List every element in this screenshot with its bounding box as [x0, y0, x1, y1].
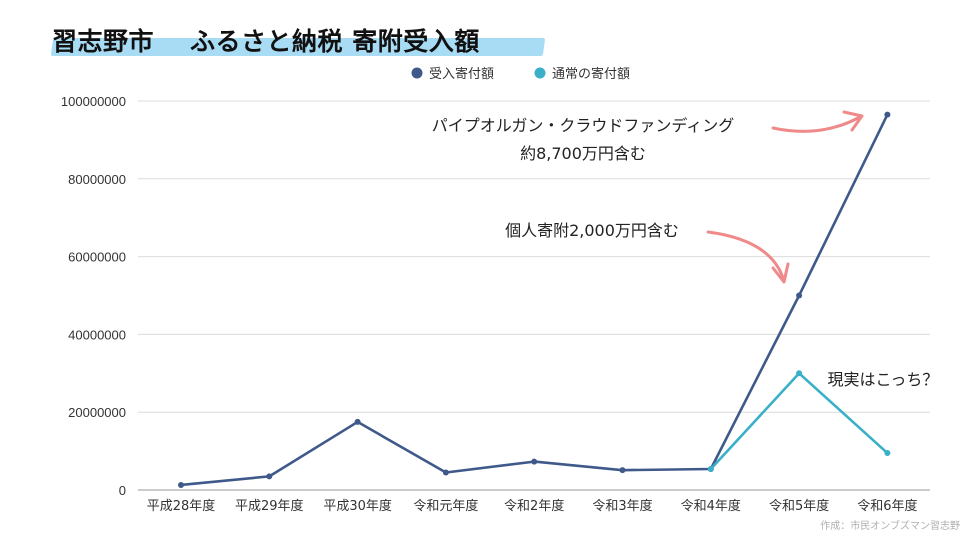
- data-point: [707, 465, 714, 472]
- title-subject: ふるさと納税 寄附受入額: [190, 27, 480, 56]
- grid-lines: [138, 100, 930, 491]
- series-line-1: [179, 113, 889, 487]
- data-point: [884, 450, 891, 457]
- arrow-organ-shaft: [771, 116, 860, 133]
- legend-label-2: 通常の寄付額: [552, 66, 630, 82]
- data-point: [178, 481, 184, 488]
- series-lines: [178, 111, 891, 488]
- y-tick-label: 40000000: [68, 327, 126, 342]
- data-point: [442, 469, 449, 476]
- x-tick-label: 令和5年度: [769, 498, 829, 514]
- x-tick-label: 令和2年度: [504, 498, 564, 514]
- legend-marker-1: [411, 67, 423, 79]
- arrow-individual-head: [771, 262, 790, 284]
- arrow-organ-head: [842, 110, 864, 132]
- y-tick-label: 0: [119, 483, 126, 498]
- x-tick-label: 令和元年度: [413, 498, 478, 514]
- title-block: 習志野市 ふるさと納税 寄附受入額: [50, 22, 546, 58]
- x-tick-label: 平成30年度: [323, 498, 392, 514]
- data-point: [619, 467, 626, 474]
- data-point: [354, 418, 361, 425]
- legend-marker-2: [534, 67, 546, 79]
- x-tick-label: 令和3年度: [592, 498, 652, 514]
- x-axis-ticks: 平成28年度 平成29年度 平成30年度 令和元年度 令和2年度 令和3年度 令和4年度 令和…: [147, 498, 918, 514]
- title-city: 習志野市: [52, 27, 155, 56]
- legend: 受入寄付額 通常の寄付額: [411, 66, 630, 82]
- annotation-reality: 現実はこっち？: [828, 370, 939, 389]
- x-tick-label: 令和6年度: [857, 498, 917, 514]
- data-point: [884, 111, 891, 118]
- chart-title: 習志野市 ふるさと納税 寄附受入額: [52, 22, 480, 58]
- data-point: [796, 370, 803, 377]
- annotation-organ-line1: パイプオルガン・クラウドファンディング: [432, 116, 734, 135]
- legend-label-1: 受入寄付額: [429, 66, 494, 82]
- y-tick-label: 80000000: [68, 172, 126, 187]
- arrow-individual-shaft: [706, 230, 785, 280]
- data-point: [266, 473, 273, 480]
- y-tick-label: 60000000: [68, 250, 126, 265]
- data-point: [531, 458, 538, 465]
- y-tick-label: 20000000: [68, 405, 126, 420]
- data-point: [796, 292, 803, 299]
- x-tick-label: 令和4年度: [681, 498, 741, 514]
- y-axis-ticks: 0 20000000 40000000 60000000 80000000 1000000…: [61, 94, 126, 498]
- annotation-individual: 個人寄附2,000万円含む: [505, 221, 679, 240]
- annotations: パイプオルガン・クラウドファンディング約8,700万円含む個人寄附2,000万円…: [432, 110, 939, 389]
- annotation-organ-line2: 約8,700万円含む: [520, 144, 646, 163]
- x-tick-label: 平成29年度: [235, 498, 304, 514]
- x-tick-label: 平成28年度: [147, 498, 216, 514]
- y-tick-label: 100000000: [61, 94, 126, 109]
- credit-text: 作成：市民オンブズマン習志野: [820, 521, 960, 532]
